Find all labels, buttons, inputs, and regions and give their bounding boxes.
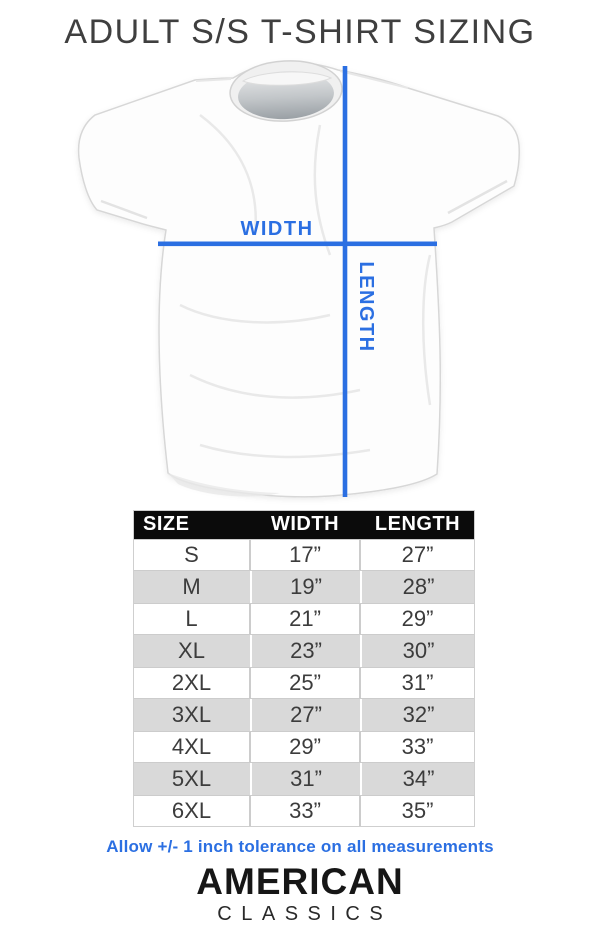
cell-size: L xyxy=(133,603,250,635)
column-header-length: LENGTH xyxy=(360,510,475,539)
table-row: 2XL 25” 31” xyxy=(133,667,475,699)
cell-size: XL xyxy=(133,635,250,667)
table-row: 3XL 27” 32” xyxy=(133,699,475,731)
size-table: SIZE WIDTH LENGTH S 17” 27” M 19” 28” L 21” 29” X… xyxy=(133,510,475,827)
length-measure-line xyxy=(342,66,348,497)
width-measure-line xyxy=(158,241,437,247)
cell-length: 28” xyxy=(360,571,475,603)
page-title: ADULT S/S T-SHIRT SIZING xyxy=(64,13,536,51)
table-row: L 21” 29” xyxy=(133,603,475,635)
cell-width: 29” xyxy=(250,731,360,763)
brand-name: AMERICAN xyxy=(196,861,404,902)
cell-width: 17” xyxy=(250,539,360,571)
table-row: XL 23” 30” xyxy=(133,635,475,667)
length-label: LENGTH xyxy=(355,261,377,352)
cell-width: 21” xyxy=(250,603,360,635)
cell-size: 4XL xyxy=(133,731,250,763)
column-header-width: WIDTH xyxy=(250,510,360,539)
cell-length: 30” xyxy=(360,635,475,667)
tshirt-image xyxy=(77,60,520,498)
cell-length: 32” xyxy=(360,699,475,731)
cell-length: 34” xyxy=(360,763,475,795)
table-row: S 17” 27” xyxy=(133,539,475,571)
cell-size: 2XL xyxy=(133,667,250,699)
cell-width: 19” xyxy=(250,571,360,603)
cell-width: 23” xyxy=(250,635,360,667)
tshirt-diagram: WIDTH LENGTH xyxy=(77,60,520,498)
table-row: M 19” 28” xyxy=(133,571,475,603)
cell-size: 3XL xyxy=(133,699,250,731)
cell-size: S xyxy=(133,539,250,571)
cell-width: 27” xyxy=(250,699,360,731)
cell-width: 31” xyxy=(250,763,360,795)
cell-length: 33” xyxy=(360,731,475,763)
column-header-size: SIZE xyxy=(133,510,250,539)
table-row: 4XL 29” 33” xyxy=(133,731,475,763)
collar xyxy=(229,60,343,122)
cell-size: M xyxy=(133,571,250,603)
width-label: WIDTH xyxy=(240,218,313,240)
cell-size: 6XL xyxy=(133,795,250,827)
brand-logo: AMERICAN CLASSICS xyxy=(0,861,600,926)
cell-width: 33” xyxy=(250,795,360,827)
cell-width: 25” xyxy=(250,667,360,699)
hem-fold-shadow xyxy=(168,473,280,497)
cell-length: 27” xyxy=(360,539,475,571)
brand-subtitle: CLASSICS xyxy=(217,902,393,925)
size-table-body: S 17” 27” M 19” 28” L 21” 29” XL 23” 30” 2XL 25” 31” 3X… xyxy=(133,539,475,827)
cell-size: 5XL xyxy=(133,763,250,795)
tolerance-note: Allow +/- 1 inch tolerance on all measur… xyxy=(106,837,494,856)
table-row: 5XL 31” 34” xyxy=(133,763,475,795)
cell-length: 35” xyxy=(360,795,475,827)
table-row: 6XL 33” 35” xyxy=(133,795,475,827)
cell-length: 31” xyxy=(360,667,475,699)
cell-length: 29” xyxy=(360,603,475,635)
size-table-header-row: SIZE WIDTH LENGTH xyxy=(133,510,475,539)
